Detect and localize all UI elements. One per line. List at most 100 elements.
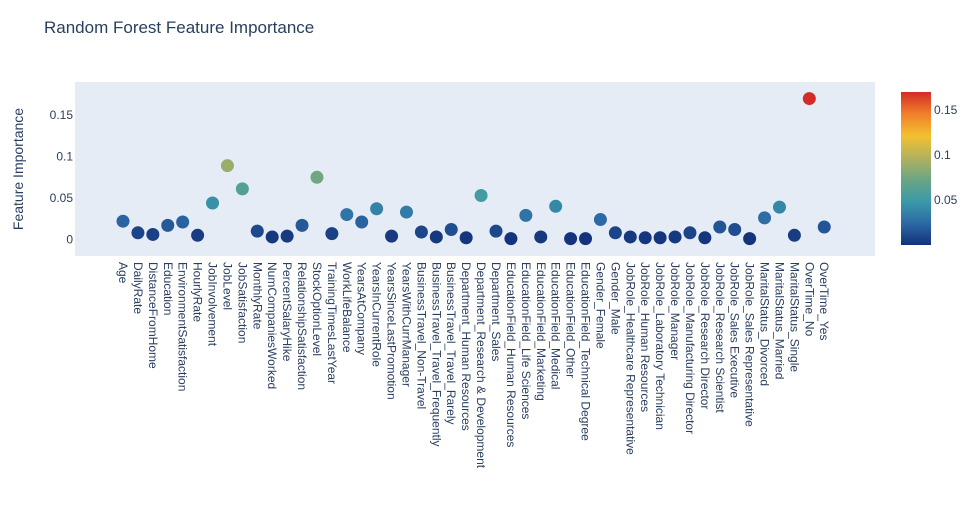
y-tick-label: 0.1	[56, 150, 73, 164]
data-point[interactable]	[280, 229, 294, 243]
data-point[interactable]	[743, 232, 757, 246]
x-tick-label: HourlyRate	[191, 262, 205, 322]
colorbar-tick-label: 0.1	[934, 148, 951, 162]
data-point[interactable]	[176, 215, 190, 229]
y-axis-ticks: 0 0.05 0.1 0.15	[50, 108, 74, 246]
data-point[interactable]	[579, 232, 593, 246]
data-point[interactable]	[355, 215, 369, 229]
data-point[interactable]	[385, 229, 399, 243]
x-tick-label: OverTime_No	[802, 262, 816, 337]
x-tick-label: PercentSalaryHike	[280, 262, 294, 362]
x-tick-label: WorkLifeBalance	[340, 262, 354, 353]
data-point[interactable]	[608, 226, 622, 240]
data-point[interactable]	[265, 230, 279, 244]
colorbar-ticks: 0.05 0.1 0.15	[934, 103, 958, 207]
colorbar-tick-label: 0.15	[934, 103, 958, 117]
y-tick-label: 0	[66, 232, 73, 246]
data-point[interactable]	[191, 228, 205, 242]
data-point[interactable]	[802, 92, 816, 106]
plot-background	[75, 82, 875, 256]
data-point[interactable]	[250, 224, 264, 238]
x-tick-label: Gender_Male	[608, 262, 622, 335]
x-tick-label: JobRole_Healthcare Representative	[623, 262, 637, 455]
x-tick-label: EnvironmentSatisfaction	[176, 262, 190, 391]
x-tick-label: JobRole_Sales Executive	[728, 262, 742, 398]
colorbar-tick-label: 0.05	[934, 193, 958, 207]
x-tick-label: BusinessTravel_Non-Travel	[414, 262, 428, 409]
data-point[interactable]	[146, 227, 160, 241]
data-point[interactable]	[758, 211, 772, 225]
x-tick-label: MaritalStatus_Divorced	[758, 262, 772, 386]
data-point[interactable]	[713, 220, 727, 234]
data-point[interactable]	[728, 222, 742, 236]
data-point[interactable]	[787, 228, 801, 242]
x-tick-label: Education	[161, 262, 175, 315]
data-point[interactable]	[474, 189, 488, 203]
x-tick-label: JobRole_Laboratory Technician	[653, 262, 667, 430]
x-tick-label: JobRole_Research Director	[698, 262, 712, 409]
x-tick-label: EducationField_Human Resources	[504, 262, 518, 447]
data-point[interactable]	[444, 222, 458, 236]
chart-title: Random Forest Feature Importance	[44, 18, 314, 37]
data-point[interactable]	[310, 170, 324, 184]
x-tick-label: JobRole_Research Scientist	[713, 262, 727, 413]
data-point[interactable]	[564, 232, 578, 246]
x-tick-label: NumCompaniesWorked	[265, 262, 279, 389]
x-tick-label: YearsWithCurrManager	[399, 262, 413, 387]
data-point[interactable]	[653, 231, 667, 245]
data-point[interactable]	[206, 196, 220, 210]
x-tick-label: YearsSinceLastPromotion	[385, 262, 399, 400]
data-point[interactable]	[489, 224, 503, 238]
x-tick-label: TrainingTimesLastYear	[325, 262, 339, 384]
data-point[interactable]	[370, 202, 384, 216]
data-point[interactable]	[325, 227, 339, 241]
data-point[interactable]	[504, 232, 518, 246]
data-point[interactable]	[131, 226, 145, 240]
x-tick-label: DailyRate	[131, 262, 145, 314]
x-tick-label: JobRole_Human Resources	[638, 262, 652, 412]
x-tick-label: JobInvolvement	[206, 262, 220, 347]
data-point[interactable]	[638, 231, 652, 245]
x-tick-label: JobSatisfaction	[235, 262, 249, 343]
x-tick-label: YearsInCurrentRole	[370, 262, 384, 367]
data-point[interactable]	[534, 230, 548, 244]
x-tick-label: Department_Human Resources	[459, 262, 473, 431]
x-tick-label: RelationshipSatisfaction	[295, 262, 309, 390]
y-tick-label: 0.15	[50, 108, 74, 122]
data-point[interactable]	[459, 231, 473, 245]
data-point[interactable]	[668, 230, 682, 244]
data-point[interactable]	[235, 182, 249, 196]
x-tick-label: MonthlyRate	[250, 262, 264, 330]
x-tick-label: YearsAtCompany	[355, 262, 369, 355]
data-point[interactable]	[817, 220, 831, 234]
data-point[interactable]	[429, 230, 443, 244]
x-tick-label: BusinessTravel_Travel_Rarely	[444, 262, 458, 425]
data-point[interactable]	[414, 225, 428, 239]
x-tick-label: JobRole_Sales Representative	[743, 262, 757, 427]
x-tick-label: Gender_Female	[593, 262, 607, 349]
x-tick-label: MaritalStatus_Single	[787, 262, 801, 372]
data-point[interactable]	[683, 226, 697, 240]
data-point[interactable]	[399, 205, 413, 219]
data-point[interactable]	[161, 218, 175, 232]
x-tick-label: BusinessTravel_Travel_Frequently	[429, 262, 443, 447]
x-tick-label: Age	[116, 262, 130, 284]
data-point[interactable]	[295, 218, 309, 232]
data-point[interactable]	[220, 159, 234, 173]
data-point[interactable]	[698, 231, 712, 245]
data-point[interactable]	[549, 199, 563, 213]
x-tick-label: DistanceFromHome	[146, 262, 160, 369]
x-tick-label: JobRole_Manager	[668, 262, 682, 360]
data-point[interactable]	[772, 200, 786, 214]
data-point[interactable]	[116, 214, 130, 228]
x-tick-label: EducationField_Life Sciences	[519, 262, 533, 419]
data-point[interactable]	[593, 213, 607, 227]
y-axis-label: Feature Importance	[10, 108, 26, 230]
x-tick-label: JobLevel	[220, 262, 234, 310]
data-point[interactable]	[340, 208, 354, 222]
x-tick-label: EducationField_Technical Degree	[579, 262, 593, 441]
data-point[interactable]	[623, 230, 637, 244]
y-tick-label: 0.05	[50, 191, 74, 205]
data-point[interactable]	[519, 208, 533, 222]
x-tick-label: EducationField_Marketing	[534, 262, 548, 401]
